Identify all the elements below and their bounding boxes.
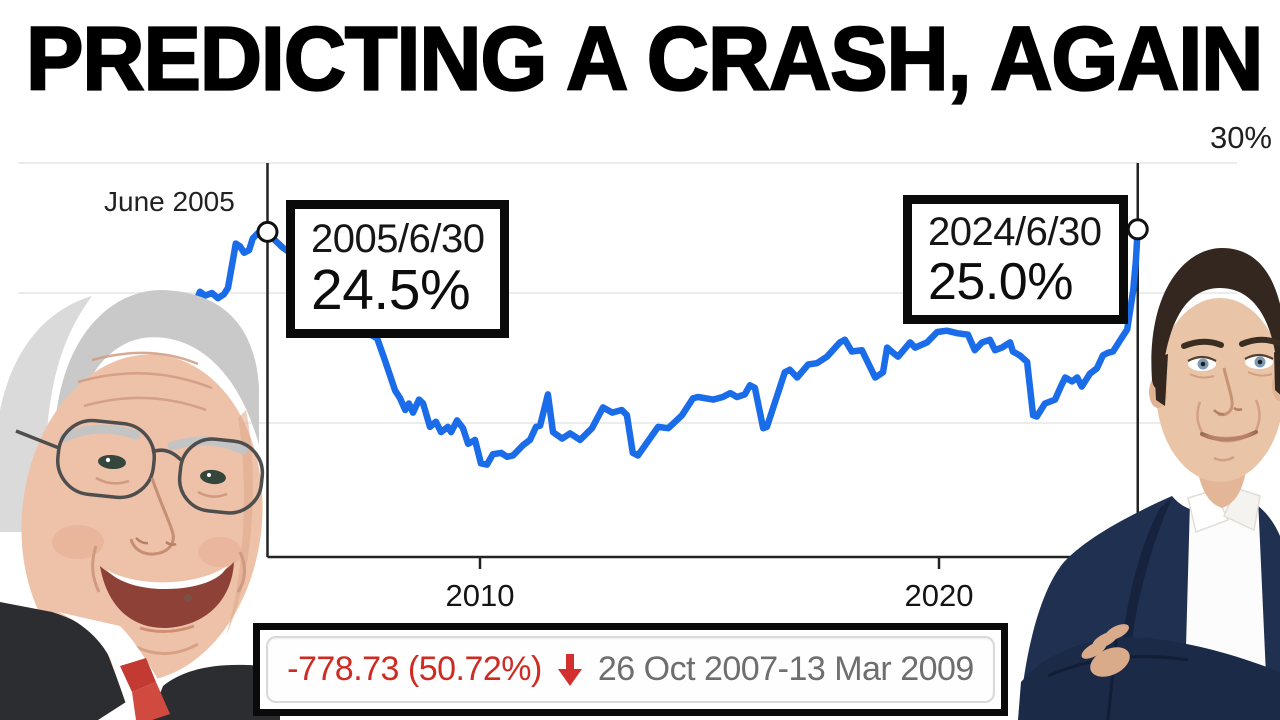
callout-2024-value: 25.0% <box>928 252 1073 311</box>
buffett-glasses-icon <box>15 418 265 515</box>
presenter-hand <box>1081 624 1130 677</box>
presenter-cheek-creases <box>1196 399 1261 433</box>
buffett-teeth <box>107 566 227 589</box>
marker-dot-2024 <box>1126 218 1149 241</box>
buffett-chin-crease <box>133 642 199 656</box>
presenter-sideburn-left <box>1154 354 1168 406</box>
buffett-tie-knot <box>120 658 156 692</box>
buffett-tie <box>132 682 170 720</box>
presenter-lip-shade <box>1202 432 1256 443</box>
buffett-face-shadow <box>226 410 253 636</box>
buffett-under-eye-lines <box>95 476 228 498</box>
buffett-hair-back <box>53 290 259 520</box>
callout-box-2024: 2024/6/30 25.0% <box>903 195 1128 324</box>
callout-box-2005: 2005/6/30 24.5% <box>286 200 509 338</box>
presenter-eyebrows <box>1181 336 1280 349</box>
buffett-suit-left <box>0 602 126 720</box>
buffett-hair-side <box>0 296 92 532</box>
buffett-chin-mole <box>184 594 192 602</box>
buffett-lower-lip <box>139 624 195 633</box>
crash-period-label: 26 Oct 2007-13 Mar 2009 <box>597 650 974 688</box>
crash-stat-inner-panel: -778.73 (50.72%) 26 Oct 2007-13 Mar 2009 <box>266 636 995 703</box>
red-down-arrow-icon <box>557 653 582 686</box>
callout-2024-date: 2024/6/30 <box>928 209 1102 254</box>
callout-2005-date: 2005/6/30 <box>311 216 485 261</box>
buffett-mouth <box>100 562 234 629</box>
presenter-chin-crease <box>1213 455 1235 462</box>
buffett-cheek-left <box>52 525 104 559</box>
y-axis-top-tick-label: 30% <box>1209 120 1272 155</box>
presenter-sideburn-right <box>1274 352 1280 395</box>
x-tick-label-2010: 2010 <box>445 578 515 613</box>
marker-dot-2005 <box>256 220 279 243</box>
presenter-nostrils <box>1213 406 1243 416</box>
crash-stat-box: -778.73 (50.72%) 26 Oct 2007-13 Mar 2009 <box>253 623 1008 716</box>
buffett-nose <box>129 477 175 556</box>
callout-2005-value: 24.5% <box>311 258 471 323</box>
presenter-eyes <box>1187 353 1274 371</box>
presenter-under-eye-lines <box>1189 371 1273 379</box>
warren-buffett-illustration <box>0 290 280 720</box>
buffett-eye-glints <box>105 457 211 477</box>
buffett-eyes <box>98 454 226 485</box>
presenter-face <box>1156 298 1280 482</box>
crash-change-value: -778.73 (50.72%) <box>287 650 542 688</box>
buffett-forehead-wrinkles <box>77 351 213 412</box>
buffett-smile-creases <box>91 545 246 593</box>
page-title: PREDICTING A CRASH, AGAIN <box>25 8 1265 110</box>
x-tick-label-2020: 2020 <box>904 578 974 613</box>
presenter-photo <box>1018 248 1280 720</box>
buffett-cheek-right <box>198 537 242 567</box>
presenter-hair <box>1151 248 1280 388</box>
buffett-nostrils <box>135 537 177 546</box>
june-2005-annotation: June 2005 <box>104 186 235 217</box>
buffett-suit-right <box>150 664 280 720</box>
